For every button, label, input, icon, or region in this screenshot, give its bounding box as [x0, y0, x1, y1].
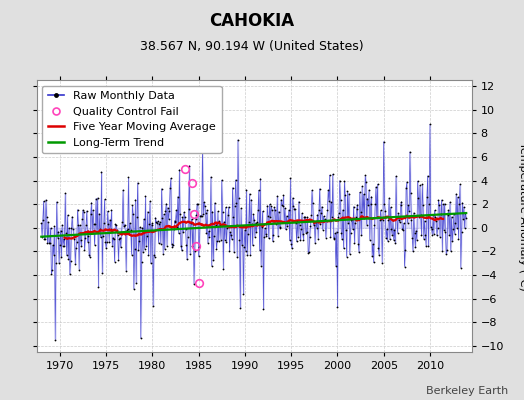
Text: 38.567 N, 90.194 W (United States): 38.567 N, 90.194 W (United States): [140, 40, 363, 53]
Y-axis label: Temperature Anomaly (°C): Temperature Anomaly (°C): [518, 142, 524, 290]
Text: Berkeley Earth: Berkeley Earth: [426, 386, 508, 396]
Text: CAHOKIA: CAHOKIA: [209, 12, 294, 30]
Legend: Raw Monthly Data, Quality Control Fail, Five Year Moving Average, Long-Term Tren: Raw Monthly Data, Quality Control Fail, …: [42, 86, 222, 153]
